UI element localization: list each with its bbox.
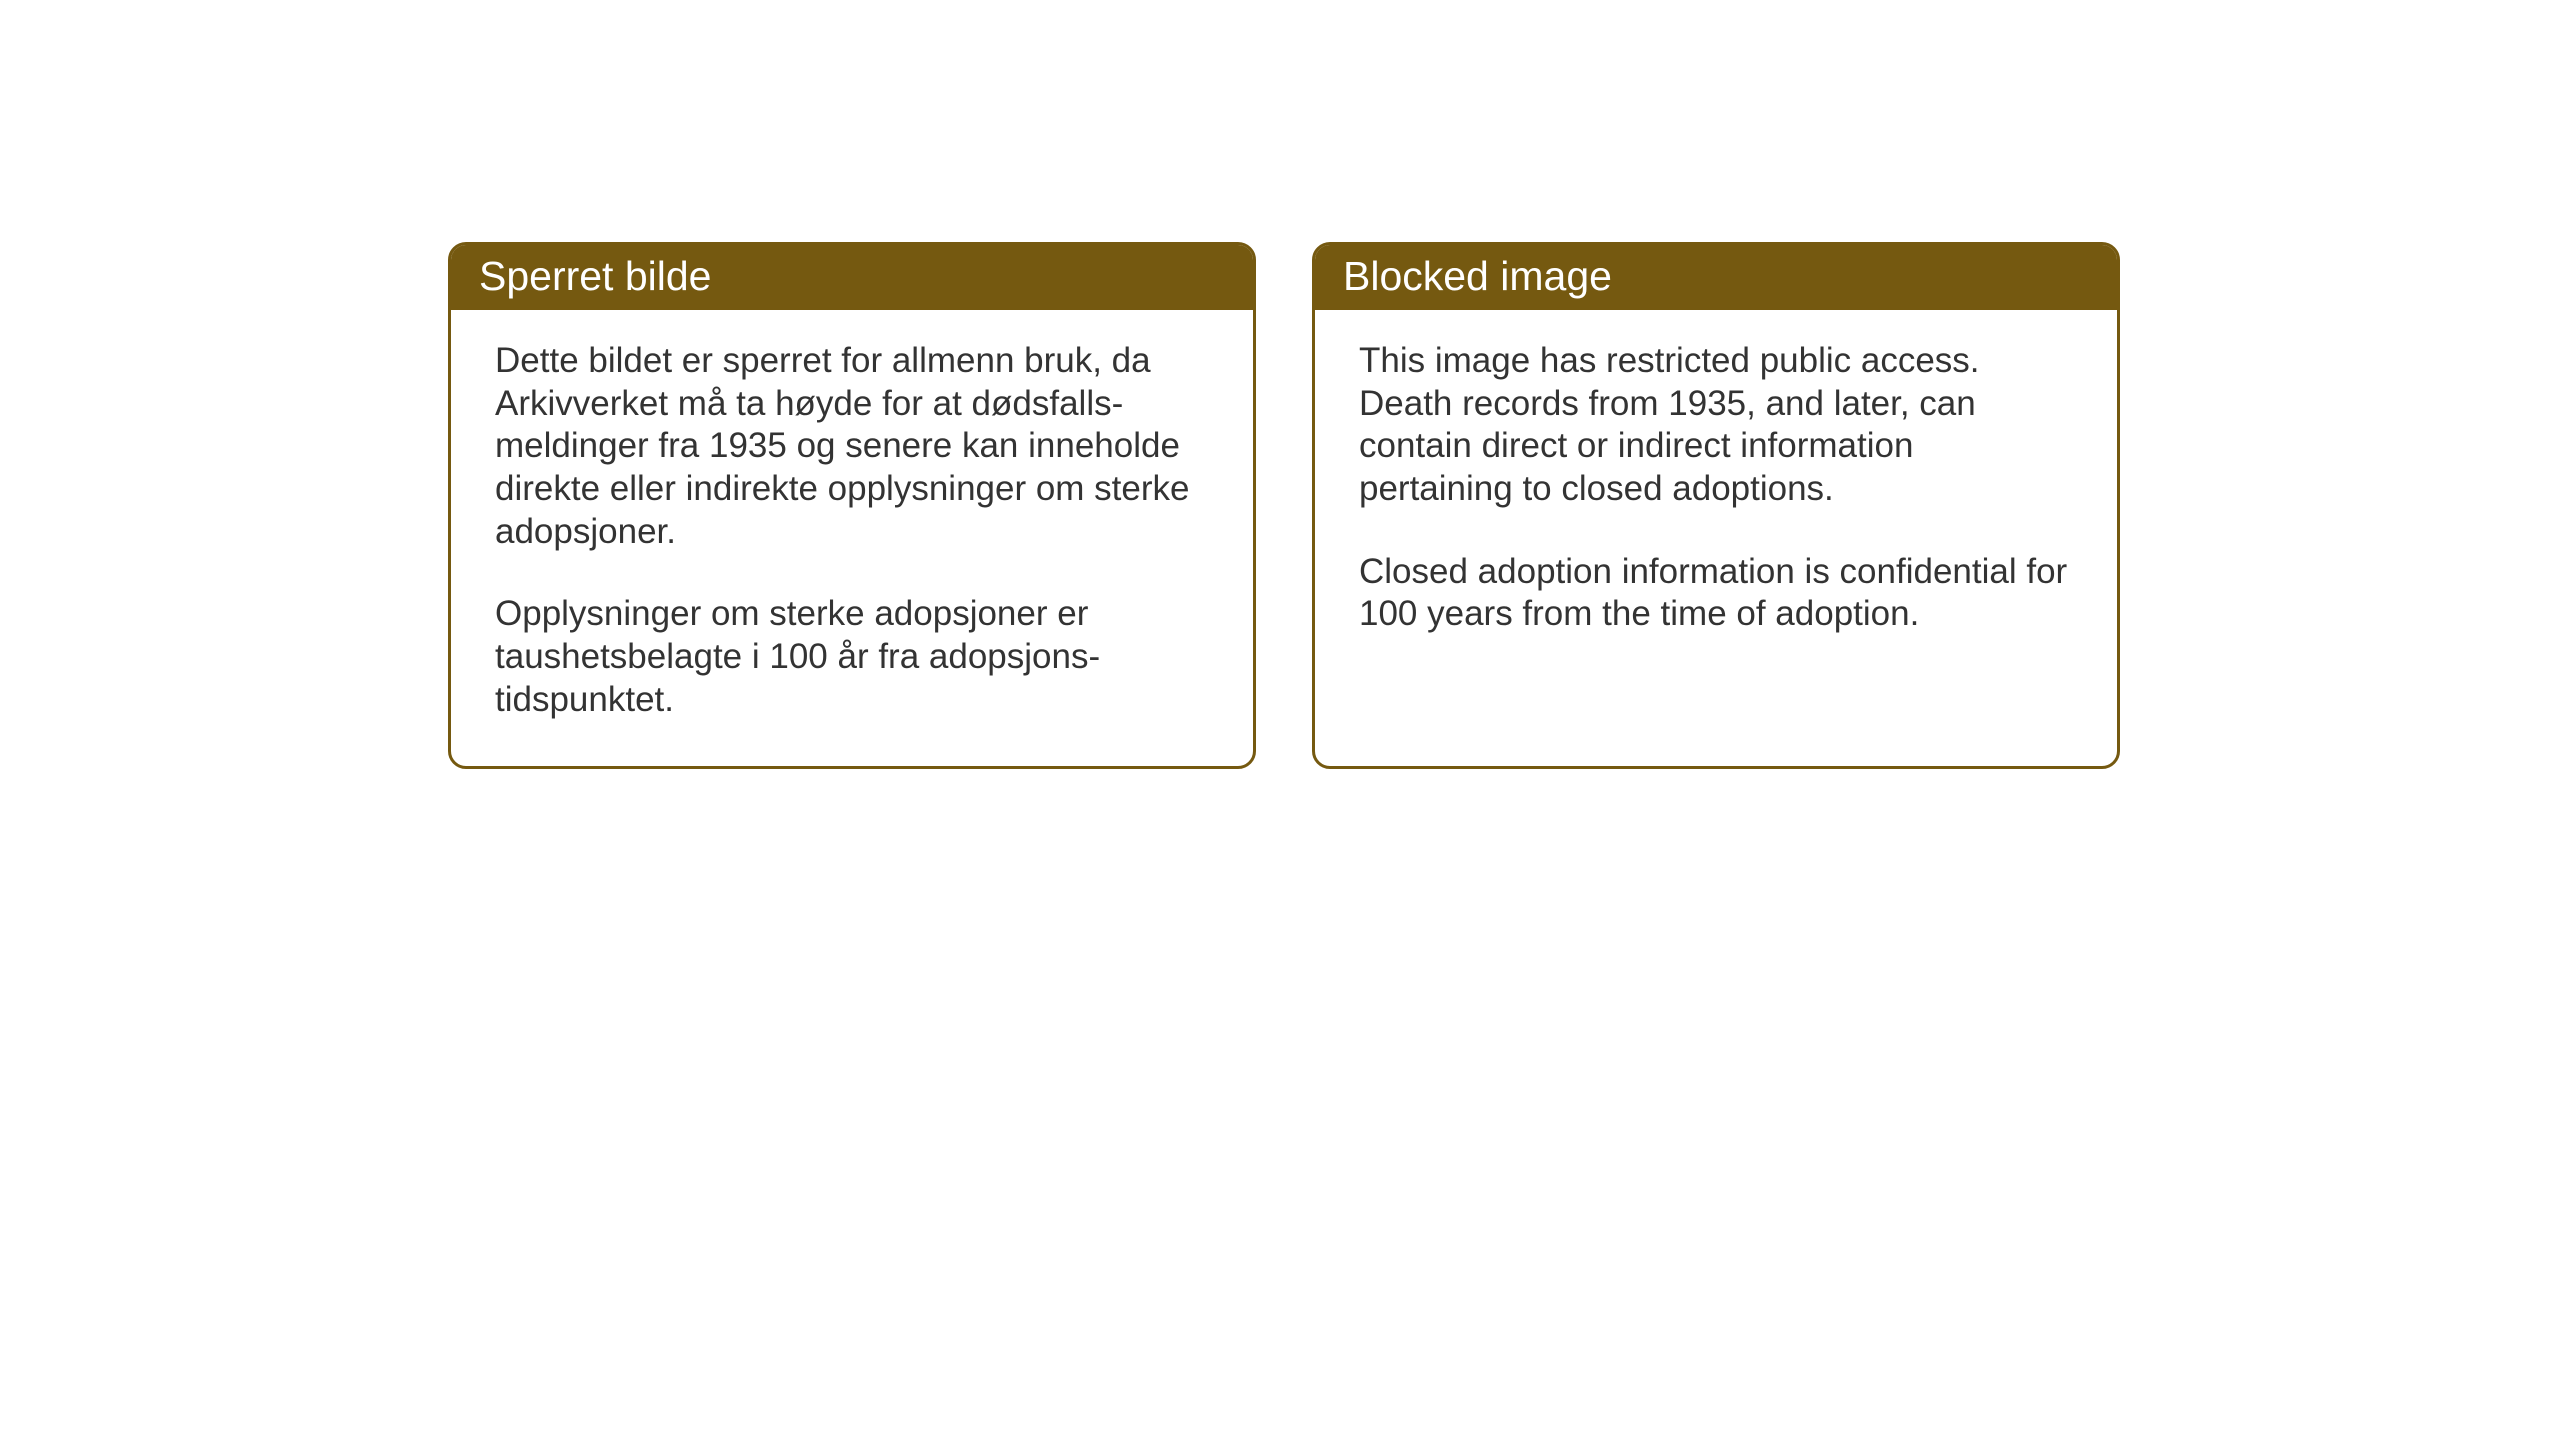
notice-container: Sperret bilde Dette bildet er sperret fo… <box>448 242 2120 769</box>
norwegian-paragraph-2: Opplysninger om sterke adopsjoner er tau… <box>495 593 1209 721</box>
english-paragraph-2: Closed adoption information is confident… <box>1359 551 2073 636</box>
norwegian-card-body: Dette bildet er sperret for allmenn bruk… <box>451 310 1253 766</box>
english-paragraph-1: This image has restricted public access.… <box>1359 340 2073 511</box>
english-notice-card: Blocked image This image has restricted … <box>1312 242 2120 769</box>
norwegian-card-title: Sperret bilde <box>451 245 1253 310</box>
english-card-body: This image has restricted public access.… <box>1315 310 2117 750</box>
norwegian-paragraph-1: Dette bildet er sperret for allmenn bruk… <box>495 340 1209 553</box>
norwegian-notice-card: Sperret bilde Dette bildet er sperret fo… <box>448 242 1256 769</box>
english-card-title: Blocked image <box>1315 245 2117 310</box>
